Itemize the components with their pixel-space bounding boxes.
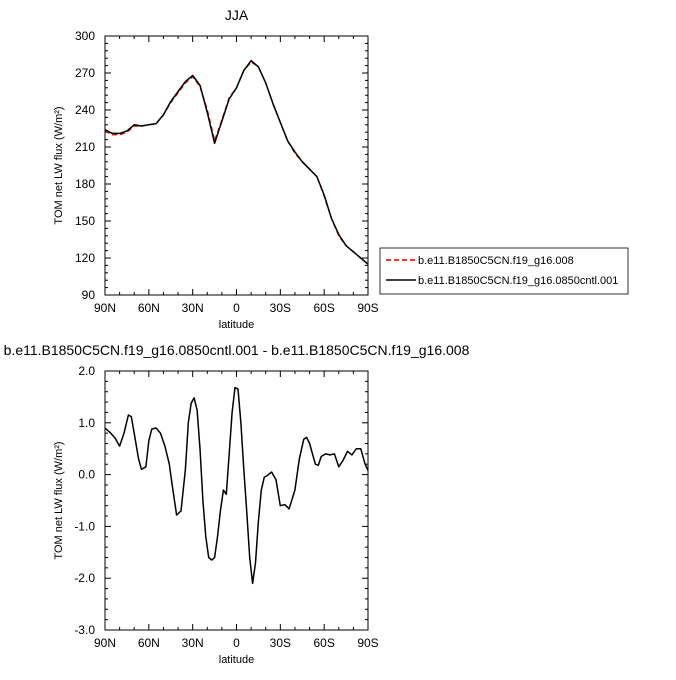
x-tick-label: 60S [313,636,334,650]
y-tick-label: 270 [75,66,95,80]
series-line-1 [105,61,368,265]
x-tick-label: 30S [270,301,291,315]
chart-title: b.e11.B1850C5CN.f19_g16.0850cntl.001 - b… [4,342,470,358]
plot-frame [104,370,369,631]
series-line-1 [105,386,368,585]
bottom-panel-difference: b.e11.B1850C5CN.f19_g16.0850cntl.001 - b… [4,342,470,666]
y-axis-label: TOM net LW flux (W/m²) [53,441,65,559]
x-tick-label: 0 [233,636,240,650]
series-line-2 [105,59,368,265]
y-tick-label: -3.0 [74,623,95,637]
legend-label-2: b.e11.B1850C5CN.f19_g16.0850cntl.001 [418,275,618,287]
x-tick-label: 30N [182,301,204,315]
y-tick-label: 210 [75,140,95,154]
x-tick-label: 90S [357,301,378,315]
x-axis-label: latitude [219,319,254,331]
x-axis-label: latitude [219,654,254,666]
x-tick-label: 90N [94,301,116,315]
x-tick-label: 60N [138,301,160,315]
plot-frame [104,35,369,296]
legend-box [379,247,629,295]
legend-label-1: b.e11.B1850C5CN.f19_g16.008 [418,255,574,267]
y-tick-label: -2.0 [74,571,95,585]
y-tick-label: 1.0 [78,416,95,430]
x-tick-label: 30S [270,636,291,650]
x-tick-label: 0 [233,301,240,315]
y-tick-label: 240 [75,103,95,117]
x-tick-label: 90S [357,636,378,650]
x-tick-label: 30N [182,636,204,650]
y-tick-label: 120 [75,251,95,265]
y-tick-label: 180 [75,177,95,191]
x-tick-label: 90N [94,636,116,650]
y-tick-label: 90 [82,288,96,302]
y-tick-label: 300 [75,29,95,43]
y-tick-label: 2.0 [78,364,95,378]
chart-title: JJA [225,7,249,23]
y-tick-label: 0.0 [78,468,95,482]
y-tick-label: -1.0 [74,519,95,533]
x-tick-label: 60N [138,636,160,650]
y-tick-label: 150 [75,214,95,228]
top-panel-jja-flux: JJA 90N 60N 30N 0 30S 60S 90S latitude 90 120 150 18… [53,7,629,331]
y-axis-label: TOM net LW flux (W/m²) [53,106,65,224]
x-tick-label: 60S [313,301,334,315]
legend: b.e11.B1850C5CN.f19_g16.008 b.e11.B1850C5… [379,247,629,295]
